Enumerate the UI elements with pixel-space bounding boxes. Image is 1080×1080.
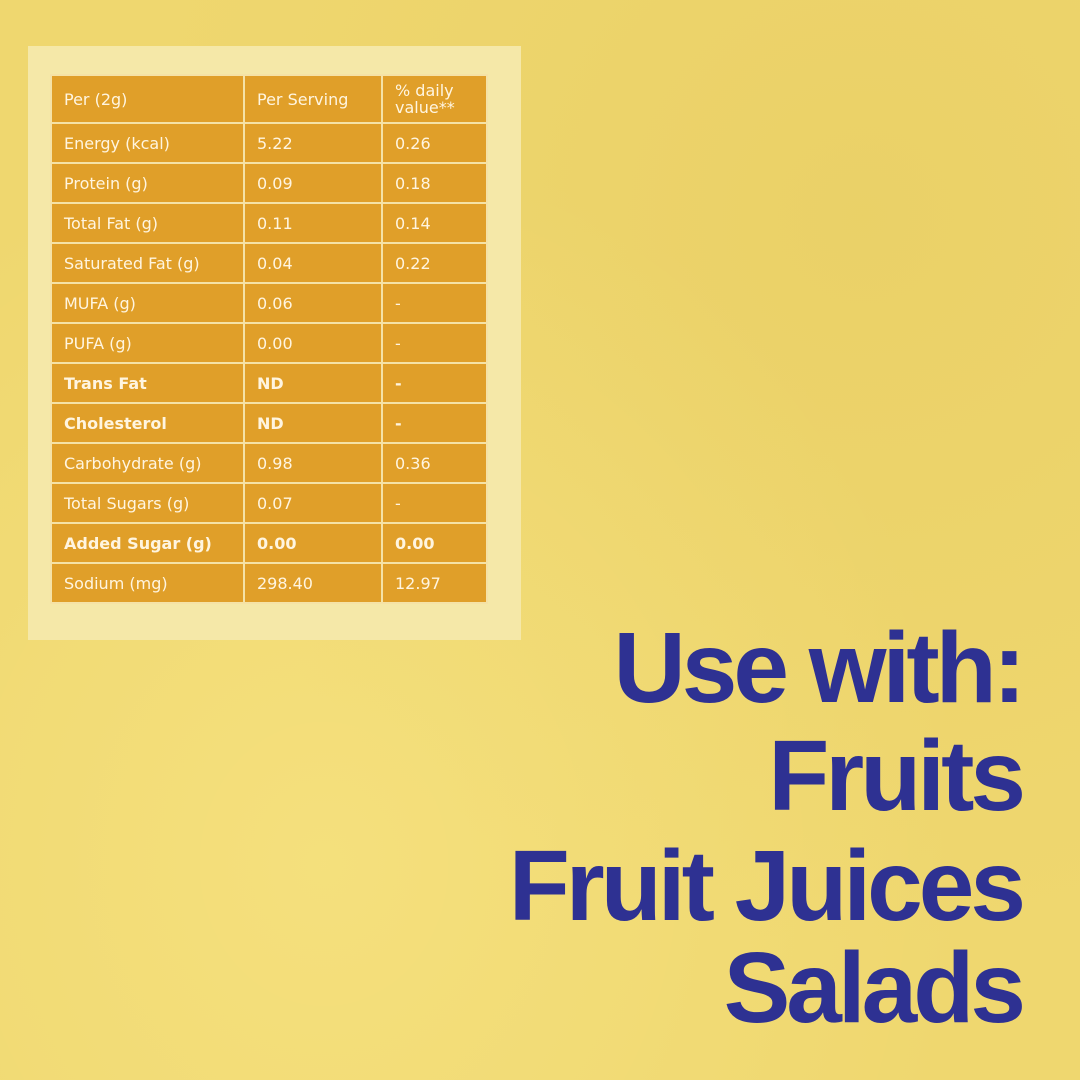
per-serving-value: 0.06 [243,282,383,324]
nutrient-name: PUFA (g) [50,322,245,364]
table-row: Sodium (mg) 298.40 12.97 [50,562,488,604]
nutrient-name: Trans Fat [50,362,245,404]
table-row: Cholesterol ND - [50,402,488,444]
usage-item-fruit-juices: Fruit Juices [508,830,1026,942]
per-serving-value: ND [243,362,383,404]
nutrient-name: Protein (g) [50,162,245,204]
per-serving-value: 298.40 [243,562,383,604]
table-row: PUFA (g) 0.00- [50,322,488,364]
per-serving-value: ND [243,402,383,444]
table-row: Saturated Fat (g) 0.04 0.22 [50,242,488,284]
daily-value: - [381,482,488,524]
daily-value: 0.18 [381,162,488,204]
nutrient-name: Total Fat (g) [50,202,245,244]
nutrient-name: Saturated Fat (g) [50,242,245,284]
nutrition-table: Per (2g) Per Serving % daily value** Ene… [50,74,488,604]
header-per-serving: Per Serving [243,74,383,124]
nutrient-name: Total Sugars (g) [50,482,245,524]
per-serving-value: 5.22 [243,122,383,164]
nutrient-name: Cholesterol [50,402,245,444]
table-row: Carbohydrate (g) 0.98 0.36 [50,442,488,484]
header-per: Per (2g) [50,74,245,124]
daily-value: 12.97 [381,562,488,604]
nutrient-name: Energy (kcal) [50,122,245,164]
per-serving-value: 0.00 [243,322,383,364]
table-row: Total Fat (g) 0.11 0.14 [50,202,488,244]
daily-value: 0.00 [381,522,488,564]
usage-item-fruits: Fruits [768,720,1026,832]
table-header-row: Per (2g) Per Serving % daily value** [50,74,488,124]
daily-value: - [381,362,488,404]
daily-value: 0.14 [381,202,488,244]
nutrient-name: Added Sugar (g) [50,522,245,564]
table-row: Total Sugars (g) 0.07- [50,482,488,524]
nutrient-name: Carbohydrate (g) [50,442,245,484]
per-serving-value: 0.98 [243,442,383,484]
usage-item-salads: Salads [723,932,1026,1044]
daily-value: - [381,322,488,364]
nutrient-name: MUFA (g) [50,282,245,324]
table-row: Energy (kcal) 5.22 0.26 [50,122,488,164]
per-serving-value: 0.09 [243,162,383,204]
table-row: Added Sugar (g) 0.00 0.00 [50,522,488,564]
per-serving-value: 0.07 [243,482,383,524]
daily-value: 0.36 [381,442,488,484]
table-row: Protein (g) 0.09 0.18 [50,162,488,204]
per-serving-value: 0.11 [243,202,383,244]
daily-value: - [381,402,488,444]
per-serving-value: 0.00 [243,522,383,564]
daily-value: - [381,282,488,324]
nutrient-name: Sodium (mg) [50,562,245,604]
per-serving-value: 0.04 [243,242,383,284]
header-daily-value: % daily value** [381,74,488,124]
daily-value: 0.26 [381,122,488,164]
daily-value: 0.22 [381,242,488,284]
table-row: MUFA (g) 0.06- [50,282,488,324]
table-row: Trans Fat ND - [50,362,488,404]
usage-heading: Use with: [613,612,1026,724]
